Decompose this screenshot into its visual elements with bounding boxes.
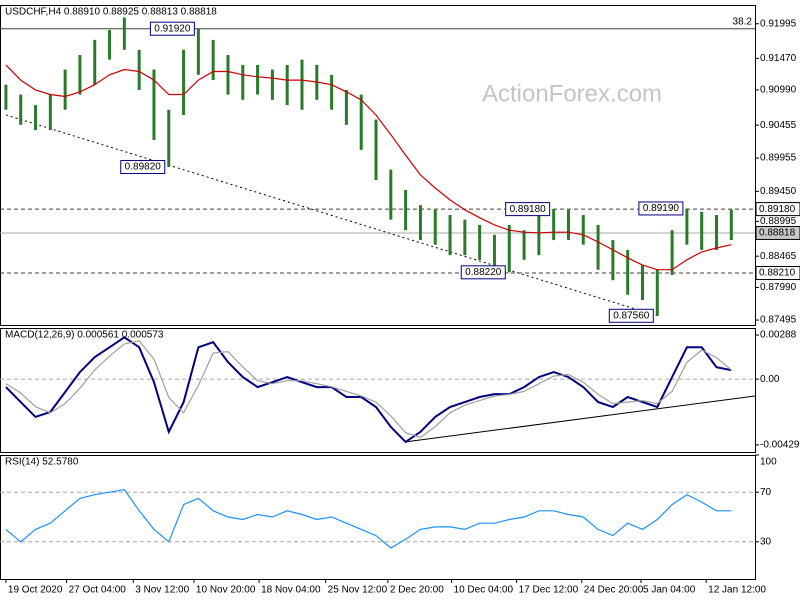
x-tick-label: 3 Nov 12:00 <box>135 585 189 596</box>
level-tag <box>755 265 800 280</box>
series-line <box>5 64 732 271</box>
x-tick-label: 27 Oct 04:00 <box>69 585 127 596</box>
series-line <box>5 489 732 549</box>
annotation-box <box>149 21 195 36</box>
series-line <box>5 340 732 438</box>
x-tick-label: 5 Jan 04:00 <box>643 585 696 596</box>
annotation-label: 0.89190 <box>643 203 680 214</box>
y-tick-label: 0.91995 <box>760 18 797 29</box>
panel-title: MACD(12,26,9) 0.000561 0.000573 <box>5 330 164 341</box>
panel-frame <box>0 5 756 326</box>
annotation-box <box>505 202 551 217</box>
x-tick-label: 17 Dec 12:00 <box>519 585 579 596</box>
y-tick-label: 0.00 <box>760 374 780 385</box>
annotation-label: 0.89180 <box>510 204 547 215</box>
level-label: 38.2 <box>733 16 753 27</box>
panel-frame <box>0 328 756 453</box>
trendline <box>405 395 756 443</box>
y-tick-label: 0.90455 <box>760 120 797 131</box>
x-tick-label: 24 Dec 20:00 <box>584 585 644 596</box>
y-tick-label: -0.004298 <box>760 440 800 451</box>
annotation-label: 0.91920 <box>154 23 191 34</box>
y-tick-label: 100 <box>760 457 777 468</box>
level-tag <box>755 225 800 240</box>
annotation-label: 0.88220 <box>465 267 502 278</box>
y-tick-label: 30 <box>760 536 772 547</box>
x-tick-label: 12 Jan 12:00 <box>708 585 766 596</box>
trendline <box>5 114 658 317</box>
annotation-label: 0.87560 <box>613 310 650 321</box>
x-tick-label: 18 Nov 04:00 <box>261 585 321 596</box>
y-tick-label: 0.90990 <box>760 85 797 96</box>
panel-frame <box>0 455 756 580</box>
watermark: ActionForex.com <box>482 80 662 107</box>
y-tick-label: 0.88465 <box>760 251 797 262</box>
level-tag <box>755 202 800 217</box>
x-tick-label: 10 Nov 20:00 <box>196 585 256 596</box>
y-tick-label: 70 <box>760 487 772 498</box>
y-tick-label: 0.91470 <box>760 53 797 64</box>
annotation-box <box>638 201 684 216</box>
y-tick-label: 0.89955 <box>760 153 797 164</box>
x-tick-label: 25 Nov 12:00 <box>328 585 388 596</box>
annotation-box <box>460 265 506 280</box>
y-tick-label: 0.00288 <box>760 330 797 341</box>
level-label: 0.89180 <box>759 204 796 215</box>
annotation-box <box>120 159 166 174</box>
annotation-box <box>608 308 654 323</box>
y-tick-label: 0.88995 <box>760 216 797 227</box>
y-tick-label: 0.89450 <box>760 186 797 197</box>
panel-title: RSI(14) 52.5780 <box>5 457 79 468</box>
series-line <box>5 336 732 444</box>
level-label: 0.88818 <box>759 228 796 239</box>
panel-title: USDCHF,H4 0.88910 0.88925 0.88813 0.8881… <box>5 7 217 18</box>
y-tick-label: 0.87495 <box>760 315 797 326</box>
y-tick-label: 0.87990 <box>760 282 797 293</box>
x-tick-label: 2 Dec 20:00 <box>390 585 444 596</box>
level-label: 0.88210 <box>759 268 796 279</box>
x-tick-label: 19 Oct 2020 <box>8 585 63 596</box>
annotation-label: 0.89820 <box>125 162 162 173</box>
x-tick-label: 10 Dec 04:00 <box>454 585 514 596</box>
